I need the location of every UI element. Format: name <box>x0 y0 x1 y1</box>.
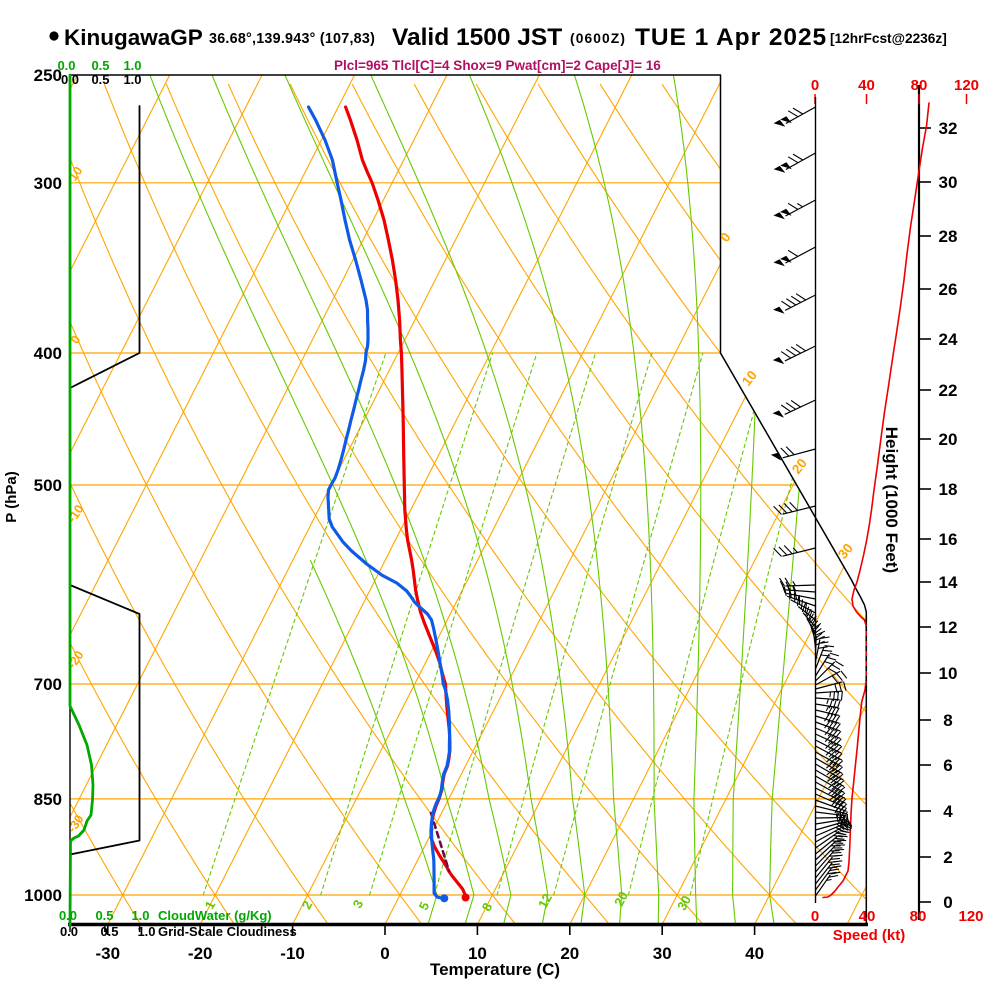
svg-text:26: 26 <box>939 280 958 299</box>
svg-text:TUE 1 Apr 2025: TUE 1 Apr 2025 <box>635 24 827 51</box>
svg-text:300: 300 <box>34 174 62 193</box>
svg-text:P (hPa): P (hPa) <box>3 471 20 522</box>
svg-text:850: 850 <box>34 790 62 809</box>
svg-text:0.0: 0.0 <box>60 924 78 939</box>
svg-text:1.0: 1.0 <box>123 58 141 73</box>
svg-text:24: 24 <box>939 330 958 349</box>
svg-text:36.68°,139.943° (107,83): 36.68°,139.943° (107,83) <box>209 31 375 47</box>
svg-text:40: 40 <box>859 908 876 925</box>
svg-text:20: 20 <box>560 944 579 963</box>
svg-text:Grid-Scale Cloudiness: Grid-Scale Cloudiness <box>158 924 297 939</box>
svg-text:500: 500 <box>34 476 62 495</box>
svg-text:4: 4 <box>943 802 953 821</box>
svg-text:KinugawaGP: KinugawaGP <box>64 25 203 50</box>
svg-text:0: 0 <box>811 908 819 925</box>
svg-text:80: 80 <box>911 77 928 94</box>
svg-text:32: 32 <box>939 119 958 138</box>
svg-text:6: 6 <box>943 756 952 775</box>
svg-text:12: 12 <box>939 618 958 637</box>
svg-text:40: 40 <box>745 944 764 963</box>
svg-text:30: 30 <box>939 173 958 192</box>
svg-text:Speed (kt): Speed (kt) <box>833 927 906 944</box>
svg-text:20: 20 <box>939 430 958 449</box>
svg-text:-20: -20 <box>188 944 213 963</box>
svg-text:14: 14 <box>939 573 958 592</box>
svg-text:Height (1000 Feet): Height (1000 Feet) <box>882 427 901 573</box>
svg-text:0.0: 0.0 <box>57 58 75 73</box>
svg-text:0.0: 0.0 <box>59 908 77 923</box>
svg-text:2: 2 <box>943 848 952 867</box>
svg-text:16: 16 <box>939 530 958 549</box>
svg-text:10: 10 <box>939 664 958 683</box>
svg-text:120: 120 <box>954 77 979 94</box>
svg-text:(0600Z): (0600Z) <box>570 31 626 46</box>
svg-text:0: 0 <box>380 944 389 963</box>
svg-text:Temperature (C): Temperature (C) <box>430 960 560 979</box>
svg-text:1.0: 1.0 <box>131 908 149 923</box>
svg-text:30: 30 <box>653 944 672 963</box>
svg-text:0: 0 <box>943 893 952 912</box>
svg-text:-30: -30 <box>96 944 121 963</box>
svg-text:700: 700 <box>34 675 62 694</box>
svg-text:120: 120 <box>958 908 983 925</box>
svg-text:Plcl=965 Tlcl[C]=4 Shox=9 Pwat: Plcl=965 Tlcl[C]=4 Shox=9 Pwat[cm]=2 Cap… <box>334 58 661 73</box>
svg-text:0: 0 <box>811 77 819 94</box>
svg-text:-10: -10 <box>280 944 305 963</box>
svg-text:22: 22 <box>939 381 958 400</box>
svg-text:40: 40 <box>858 77 875 94</box>
svg-text:0.5: 0.5 <box>91 72 109 87</box>
svg-text:1.0: 1.0 <box>123 72 141 87</box>
svg-text:0.5: 0.5 <box>100 924 118 939</box>
svg-text:0.5: 0.5 <box>91 58 109 73</box>
svg-text:28: 28 <box>939 227 958 246</box>
svg-text:400: 400 <box>34 344 62 363</box>
svg-text:[12hrFcst@2236z]: [12hrFcst@2236z] <box>830 31 947 46</box>
svg-text:0.5: 0.5 <box>95 908 113 923</box>
svg-text:18: 18 <box>939 480 958 499</box>
svg-text:1000: 1000 <box>24 886 62 905</box>
svg-text:8: 8 <box>943 711 952 730</box>
svg-text:80: 80 <box>910 908 927 925</box>
svg-text:Valid 1500 JST: Valid 1500 JST <box>392 24 562 51</box>
